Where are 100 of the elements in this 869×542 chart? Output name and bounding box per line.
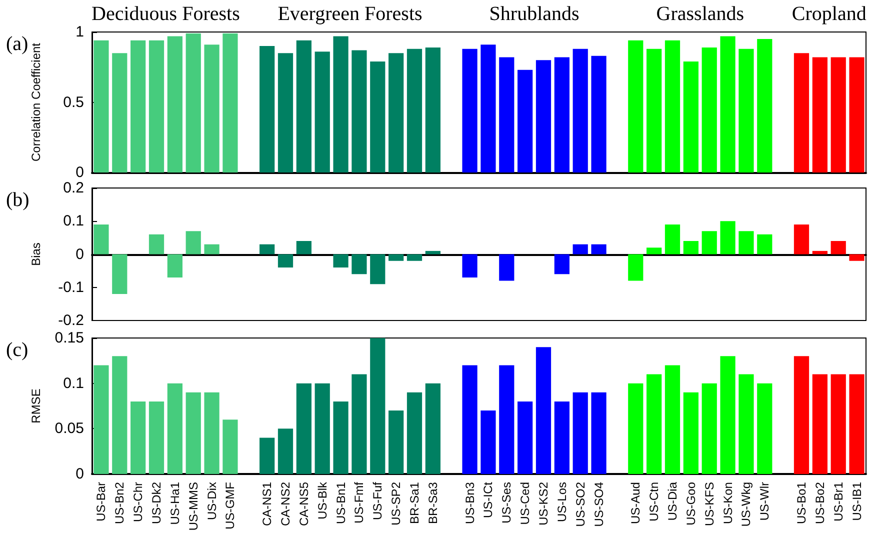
bar xyxy=(462,48,478,172)
bar xyxy=(186,231,201,254)
y-axis-title: Correlation Coefficient xyxy=(29,42,43,162)
y-tick-label: 0 xyxy=(76,164,84,181)
y-axis-title: RMSE xyxy=(29,388,43,424)
bar xyxy=(94,224,109,254)
x-tick-label: US-Kon xyxy=(720,482,735,524)
bar xyxy=(148,40,164,172)
x-tick-label: US-Los xyxy=(554,482,569,522)
y-tick-label: 0 xyxy=(76,466,84,482)
bar xyxy=(314,383,330,474)
bar xyxy=(425,47,440,172)
y-tick-label: 0 xyxy=(76,246,84,263)
bar xyxy=(572,392,588,474)
bar xyxy=(628,254,644,281)
bar xyxy=(683,62,698,172)
x-tick-label: US-Fuf xyxy=(370,481,385,520)
bar xyxy=(646,48,662,172)
bar xyxy=(683,392,698,474)
bar xyxy=(204,244,220,254)
bar xyxy=(646,248,662,254)
bar xyxy=(554,254,570,274)
x-tick-label: US-Dix xyxy=(204,482,219,520)
x-tick-label: US-KS2 xyxy=(536,482,550,526)
x-tick-label: CA-NS1 xyxy=(260,482,274,526)
bar xyxy=(112,254,128,294)
bar xyxy=(738,231,754,254)
bar xyxy=(260,244,275,254)
bar xyxy=(480,410,496,474)
bar xyxy=(333,401,348,474)
bar xyxy=(720,356,736,474)
bar xyxy=(222,420,238,474)
bar xyxy=(812,57,828,172)
bar xyxy=(370,338,386,474)
bar xyxy=(462,365,478,474)
x-tick-label: US-Blk xyxy=(315,481,330,520)
bar xyxy=(130,40,146,172)
bar xyxy=(352,374,367,474)
bar xyxy=(406,254,422,261)
bar xyxy=(572,48,588,172)
x-tick-label: US-Ses xyxy=(500,482,514,524)
x-tick-label: US-ICt xyxy=(481,481,496,518)
series-label: Grasslands xyxy=(656,3,744,25)
bar xyxy=(314,52,330,172)
bar xyxy=(406,392,422,474)
bar xyxy=(830,374,846,474)
x-tick-label: US-Ha1 xyxy=(168,482,182,525)
bar xyxy=(94,40,109,172)
bar xyxy=(167,254,182,278)
bar xyxy=(480,44,496,172)
bar xyxy=(591,392,606,474)
bar xyxy=(388,410,404,474)
bar xyxy=(278,53,294,172)
x-tick-label: US-SP2 xyxy=(389,482,404,526)
x-tick-label: US-Dia xyxy=(666,482,680,521)
bar xyxy=(646,374,662,474)
series-label: Deciduous Forests xyxy=(92,3,240,25)
bar xyxy=(591,56,606,172)
x-tick-label: US-Fmf xyxy=(352,481,366,524)
bar xyxy=(591,244,606,254)
bar xyxy=(830,57,846,172)
bar xyxy=(425,250,440,254)
bar xyxy=(554,57,570,172)
bar xyxy=(518,70,533,172)
bar xyxy=(794,356,810,474)
bar xyxy=(683,241,698,254)
bar xyxy=(388,254,404,261)
bar xyxy=(536,60,552,172)
bar xyxy=(664,40,680,172)
bar xyxy=(186,392,201,474)
x-tick-label: US-Ced xyxy=(518,482,532,525)
bar xyxy=(628,40,644,172)
series-label: Shrublands xyxy=(489,3,580,25)
bar xyxy=(167,383,182,474)
x-tick-label: US-IB1 xyxy=(850,482,864,521)
y-tick-label: -0.1 xyxy=(58,278,84,296)
x-tick-label: CA-NS5 xyxy=(296,482,311,526)
bar xyxy=(296,40,312,172)
bar xyxy=(370,62,386,172)
x-tick-label: US-Chr xyxy=(131,482,146,522)
x-tick-label: US-Bo1 xyxy=(794,482,808,524)
bar xyxy=(370,254,386,284)
bar xyxy=(849,254,864,261)
x-tick-label: US-Bn2 xyxy=(112,482,127,524)
bar xyxy=(794,53,810,172)
bar xyxy=(112,53,128,172)
bar xyxy=(664,365,680,474)
x-tick-label: BR-Sa3 xyxy=(426,482,440,524)
bar xyxy=(406,48,422,172)
bar xyxy=(628,383,644,474)
bar xyxy=(757,234,772,254)
x-tick-label: US-Goo xyxy=(684,482,698,526)
bar xyxy=(830,241,846,254)
y-tick-label: -0.2 xyxy=(58,312,84,329)
series-label: Evergreen Forests xyxy=(278,3,423,25)
bar xyxy=(260,438,275,474)
bar xyxy=(702,383,717,474)
x-tick-label: US-Wkg xyxy=(739,482,754,527)
chart-title: (c) xyxy=(6,339,28,361)
chart-title: (a) xyxy=(6,33,28,55)
